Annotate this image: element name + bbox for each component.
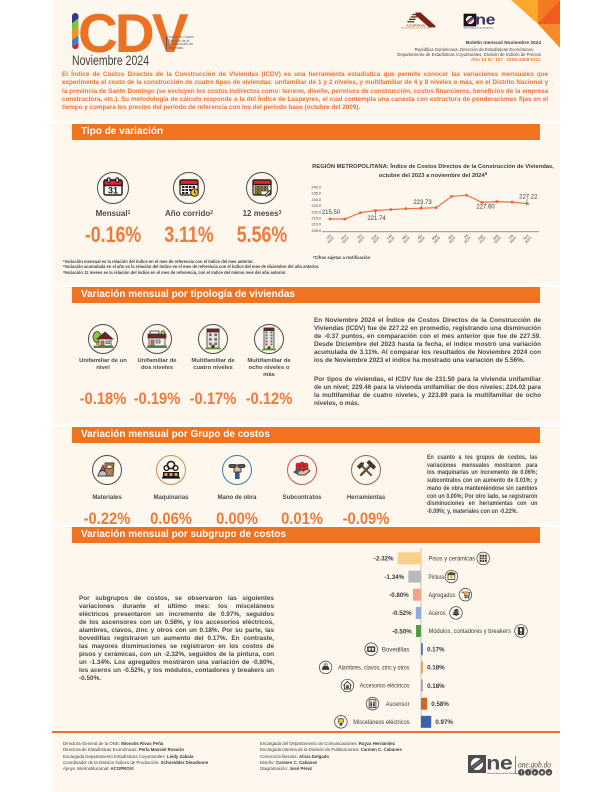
svg-text:Oct2024: Oct2024 [506,233,517,244]
svg-text:ne: ne [475,13,495,28]
svg-text:Oficina Nacional de Estadístic: Oficina Nacional de Estadística [464,27,494,30]
svg-text:Pisos y cerámicas: Pisos y cerámicas [429,557,476,563]
svg-text:Misceláneos eléctricos: Misceláneos eléctricos [353,720,409,726]
svg-text:Pintura: Pintura [429,575,445,581]
svg-text:▶: ▶ [533,771,537,775]
svg-text:Oficina Nacional de Estadístic: Oficina Nacional de Estadística [487,772,522,775]
svg-text:t: t [528,771,530,775]
svg-text:ACOPROVI: ACOPROVI [406,24,425,28]
svg-text:227.60: 227.60 [476,205,495,211]
svg-text:Módulos, contadores y breakers: Módulos, contadores y breakers [429,629,511,635]
svg-text:Nov2023: Nov2023 [339,233,350,244]
svg-text:Feb2024: Feb2024 [385,233,396,244]
svg-text:one.gob.do: one.gob.do [518,761,551,771]
svg-text:Oct2023: Oct2023 [324,233,335,244]
svg-text:Mar2024: Mar2024 [400,233,411,244]
svg-text:215.50: 215.50 [322,210,341,216]
svg-text:210.0: 210.0 [311,223,321,227]
svg-text:227.22: 227.22 [519,194,538,200]
svg-text:225.0: 225.0 [311,204,321,208]
svg-text:0.97%: 0.97% [435,719,453,726]
svg-text:May2024: May2024 [430,233,441,244]
svg-text:Bovedillas: Bovedillas [382,647,410,653]
svg-text:-2.32%: -2.32% [374,556,394,563]
svg-text:-1.34%: -1.34% [384,574,404,581]
svg-text:Agregados: Agregados [429,593,456,599]
svg-text:215.0: 215.0 [311,217,321,221]
svg-text:205.0: 205.0 [311,229,321,233]
svg-text:240.0: 240.0 [311,185,321,189]
svg-text:◉: ◉ [541,771,544,775]
svg-text:Asociación Dominicana de Const: Asociación Dominicana de Constructores [401,27,430,29]
svg-text:230.0: 230.0 [311,198,321,202]
svg-text:Jul2024: Jul2024 [461,233,472,244]
svg-text:-0.52%: -0.52% [392,610,412,617]
svg-text:Sep2024: Sep2024 [491,233,502,244]
svg-text:ne: ne [486,753,513,774]
svg-text:Ago2024: Ago2024 [476,233,487,244]
svg-text:Dic2023: Dic2023 [354,233,365,244]
svg-text:0.18%: 0.18% [427,683,445,690]
svg-text:Jun2024: Jun2024 [446,233,457,244]
svg-text:0.17%: 0.17% [427,647,445,654]
svg-text:Ascensor: Ascensor [386,702,410,708]
svg-text:Aceros: Aceros [429,611,446,617]
svg-text:-0.80%: -0.80% [389,592,409,599]
svg-text:Ene2024: Ene2024 [370,233,381,244]
svg-text:Nov2024: Nov2024 [521,233,532,244]
svg-text:0.58%: 0.58% [431,701,449,708]
svg-text:235.0: 235.0 [311,192,321,196]
svg-text:f: f [521,770,523,775]
svg-text:Alambres, clavos, zinc y otros: Alambres, clavos, zinc y otros [338,666,410,672]
svg-text:Accesorios eléctricos: Accesorios eléctricos [360,684,410,690]
svg-text:w: w [547,771,551,775]
svg-text:0.18%: 0.18% [427,665,445,672]
svg-text:221.74: 221.74 [367,216,386,222]
svg-text:Abr2024: Abr2024 [415,233,426,244]
svg-text:-0.50%: -0.50% [392,628,412,635]
svg-text:223.73: 223.73 [413,200,432,206]
svg-text:31: 31 [108,185,118,195]
svg-text:220.0: 220.0 [311,210,321,214]
